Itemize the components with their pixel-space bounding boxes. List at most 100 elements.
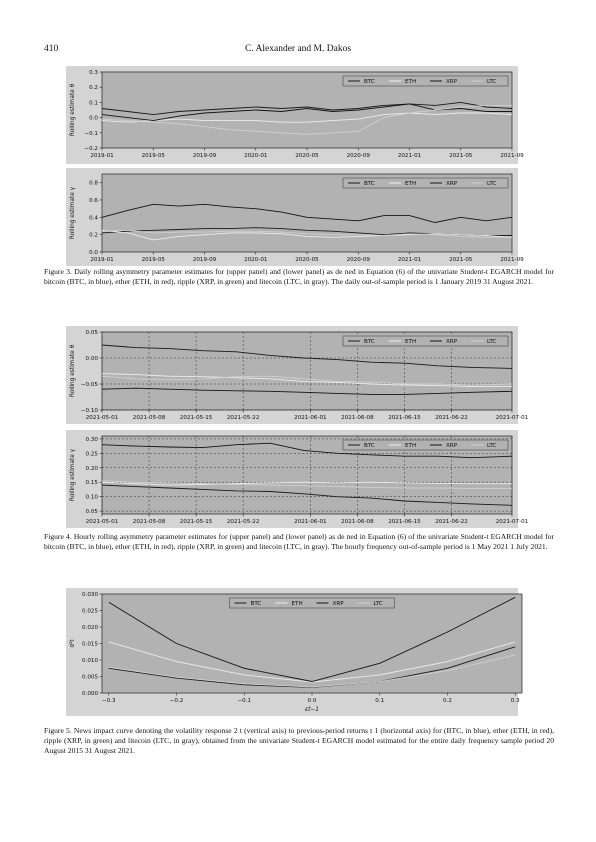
fig5-xtick-label-1: −0.2	[170, 698, 184, 704]
fig3-lower-chart: 0.0 0.2 0.4 0.6 0.8 2019-01 2019-05 2019-09 2020…	[66, 168, 524, 266]
fig3-upper-series-btc-line	[101, 101, 513, 116]
fig4-upper-ytick-label-0: −0.10	[81, 408, 99, 414]
fig5-ytick-label-6: 0.030	[82, 592, 98, 598]
fig4-lower-series-btc-line	[101, 484, 513, 506]
fig3-upper-series-ltc-line	[101, 104, 512, 135]
fig3-lower-legend-label-xrp: XRP	[446, 181, 458, 187]
fig4-upper-xtick-label-5: 2021-06-08	[341, 415, 374, 421]
fig3-lower-ylabel: Rolling estimate γ	[70, 186, 76, 239]
fig4-upper-ytick-label-3: 0.05	[86, 330, 99, 336]
fig4-lower-xtick-label-8: 2021-07-01	[496, 519, 529, 525]
fig3-upper-xtick-label-7: 2021-05	[449, 153, 473, 159]
fig4-lower-xtick-label-1: 2021-05-08	[133, 519, 166, 525]
fig3-lower-xtick-label-3: 2020-01	[244, 257, 268, 263]
fig3-lower-xtick-label-0: 2019-01	[90, 257, 114, 263]
fig3-upper-ytick-label-2: 0.0	[89, 116, 98, 122]
fig4-upper-ytick-label-1: −0.05	[81, 382, 99, 388]
fig3-lower-ytick-label-2: 0.4	[89, 215, 98, 221]
fig3-upper-legend-label-ltc: LTC	[487, 79, 496, 85]
fig4-lower-xtick-label-3: 2021-05-22	[227, 519, 260, 525]
fig5-xtick-label-5: 0.2	[443, 698, 452, 704]
fig4-lower-ytick-label-5: 0.30	[86, 437, 99, 443]
fig4-lower-chart: 0.05 0.10 0.15 0.20 0.25 0.30 2021-05-01 2021-0…	[66, 430, 529, 528]
fig3-upper-xtick-label-8: 2021-09	[500, 153, 524, 159]
running-head: 410 C. Alexander and M. Dakos	[44, 44, 552, 58]
fig5-ytick-label-4: 0.020	[82, 625, 98, 631]
fig3-upper-chart: −0.2 −0.1 0.0 0.1 0.2 0.3 2019-01 2019-05 2019-0…	[66, 66, 524, 164]
fig4-upper-legend-label-btc: BTC	[364, 339, 375, 345]
fig4-upper-ylabel: Rolling estimate θ	[70, 344, 76, 397]
fig4-lower-ytick-label-0: 0.05	[86, 509, 99, 515]
fig3-upper-xtick-label-4: 2020-05	[295, 153, 319, 159]
fig3-lower-legend-label-eth: ETH	[405, 181, 416, 187]
fig3-lower-xtick-label-6: 2021-01	[398, 257, 422, 263]
fig4-upper-xtick-label-6: 2021-06-15	[388, 415, 421, 421]
fig4-lower-xtick-label-0: 2021-05-01	[86, 519, 119, 525]
fig3-upper-series-xrp-line	[101, 103, 512, 122]
fig3-lower-series-xrp-line	[101, 203, 513, 223]
fig3-upper-ytick-label-5: 0.3	[89, 70, 98, 76]
fig3-upper-series-eth-line	[101, 112, 513, 123]
fig5-series-ltc-line	[108, 654, 516, 688]
fig5-xtick-label-6: 0.3	[511, 698, 520, 704]
fig3-upper-ytick-label-4: 0.2	[89, 85, 98, 91]
fig5-plot-area	[101, 593, 523, 694]
fig4-lower-xtick-label-4: 2021-06-01	[294, 519, 327, 525]
fig4-upper-xtick-label-4: 2021-06-01	[294, 415, 327, 421]
fig4-upper-xtick-label-3: 2021-05-22	[227, 415, 260, 421]
fig5-legend-label-btc: BTC	[251, 601, 262, 607]
fig3-lower-ytick-label-1: 0.2	[89, 233, 98, 239]
fig3-lower-xtick-label-1: 2019-05	[142, 257, 166, 263]
fig3-lower-legend-box	[342, 177, 509, 189]
fig4-upper-series-eth-line	[101, 373, 512, 388]
fig4-lower-ytick-label-2: 0.15	[86, 480, 99, 486]
fig5-ytick-label-2: 0.010	[82, 658, 98, 664]
header-authors: C. Alexander and M. Dakos	[244, 44, 352, 54]
fig3-upper-xtick-label-2: 2019-09	[193, 153, 217, 159]
fig3-lower-ytick-label-0: 0.0	[89, 250, 98, 256]
fig4-upper-xtick-label-7: 2021-06-22	[435, 415, 468, 421]
fig3-lower-xtick-label-5: 2020-09	[347, 257, 371, 263]
fig5-series-eth-line	[108, 641, 516, 683]
fig4-lower-xtick-label-6: 2021-06-15	[388, 519, 421, 525]
figure-3-caption: Figure 3. Daily rolling asymmetry parame…	[44, 267, 554, 287]
fig4-lower-xtick-label-5: 2021-06-08	[341, 519, 374, 525]
fig4-upper-series-ltc-line	[101, 375, 513, 386]
fig4-upper-legend-label-ltc: LTC	[487, 339, 496, 345]
fig5-legend-box	[229, 597, 395, 609]
fig5-xlabel: εt−1	[305, 707, 319, 713]
fig3-lower-series-ltc-line	[101, 229, 512, 238]
figure-4-label: Figure 4.	[44, 532, 72, 541]
fig3-upper-legend-label-btc: BTC	[364, 79, 375, 85]
figure-5-label: Figure 5.	[44, 726, 72, 735]
figure-5-caption: Figure 5. News impact curve denoting the…	[44, 726, 554, 756]
fig5-series-xrp-line	[108, 596, 516, 682]
figure-3-caption-text: Daily rolling asymmetry parameter estima…	[44, 267, 554, 286]
fig3-upper-legend-label-eth: ETH	[405, 79, 416, 85]
fig4-upper-legend-box	[342, 335, 509, 347]
fig5-xtick-label-0: −0.3	[102, 698, 116, 704]
fig5-ytick-label-0: 0.000	[82, 691, 98, 697]
fig5-chart: 0.000 0.005 0.010 0.015 0.020 0.025 0.030 −0.3 −…	[66, 588, 523, 716]
fig3-lower-ytick-label-3: 0.6	[89, 198, 98, 204]
fig4-upper-legend-label-eth: ETH	[405, 339, 416, 345]
fig3-lower-xtick-label-4: 2020-05	[295, 257, 319, 263]
fig3-lower-xtick-label-7: 2021-05	[449, 257, 473, 263]
figure-5-caption-text: News impact curve denoting the volatilit…	[44, 726, 555, 755]
fig4-lower-legend-label-eth: ETH	[405, 443, 416, 449]
fig3-upper-xtick-label-5: 2020-09	[347, 153, 371, 159]
fig4-lower-series-eth-line	[101, 481, 512, 486]
fig4-upper-xtick-label-2: 2021-05-15	[180, 415, 213, 421]
fig4-upper-xtick-label-0: 2021-05-01	[86, 415, 119, 421]
fig4-lower-legend-box	[342, 439, 509, 451]
fig4-lower-ytick-label-1: 0.10	[86, 495, 99, 501]
fig4-upper-ytick-label-2: 0.00	[86, 356, 99, 362]
fig3-upper-xtick-label-0: 2019-01	[90, 153, 114, 159]
fig5-ytick-label-3: 0.015	[82, 642, 98, 648]
fig3-upper-ytick-label-3: 0.1	[89, 100, 98, 106]
fig5-legend-label-xrp: XRP	[333, 601, 345, 607]
fig3-upper-ytick-label-0: −0.2	[84, 146, 98, 152]
figure-3-label: Figure 3.	[44, 267, 72, 276]
fig4-upper-series-btc-line	[101, 344, 513, 369]
fig3-upper-ytick-label-1: −0.1	[84, 131, 98, 137]
